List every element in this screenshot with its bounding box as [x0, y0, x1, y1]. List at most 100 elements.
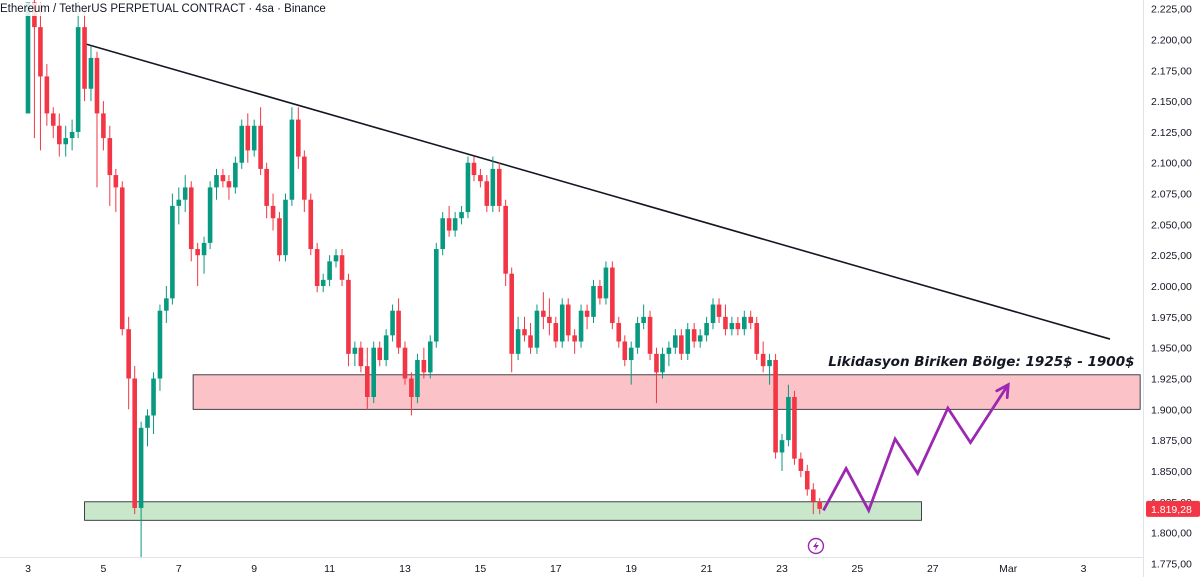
candle-body [471, 162, 477, 176]
candle-body [798, 458, 804, 471]
candle-body [810, 489, 816, 502]
candle [88, 45, 94, 102]
candle [742, 310, 747, 336]
candle-body [804, 470, 810, 490]
candle [396, 298, 401, 354]
candle-body [314, 249, 320, 287]
candle [465, 156, 471, 219]
y-tick-label: 2.100,00 [1151, 158, 1192, 170]
candle [308, 193, 314, 256]
event-marker-layer [807, 537, 825, 555]
candle [25, 2, 31, 114]
candle-body [559, 304, 565, 342]
candle [239, 119, 245, 169]
candle-body [452, 218, 458, 231]
last-price-label: 1.819,28 [1151, 504, 1192, 516]
candle [264, 162, 269, 219]
candle-body [82, 27, 87, 89]
candle [365, 347, 370, 410]
candle [233, 156, 238, 194]
candle-body [735, 323, 741, 330]
candle-body [50, 113, 56, 126]
candle-body [496, 168, 502, 206]
candle-body [478, 175, 483, 182]
y-tick-label: 1.800,00 [1151, 528, 1192, 540]
candle-body [597, 286, 603, 299]
candle [320, 273, 326, 293]
candle [779, 433, 785, 471]
candle [302, 150, 307, 213]
candle-body [673, 335, 678, 348]
candle-body [679, 335, 684, 354]
liquidity-zone-rect [192, 374, 1141, 410]
candles-layer [25, 0, 822, 557]
x-tick-label: 25 [852, 563, 864, 575]
candle [446, 205, 452, 237]
candle-body [490, 168, 496, 206]
x-tick-label: Mar [999, 563, 1018, 575]
x-tick-label: 3 [25, 563, 31, 575]
candle [226, 175, 232, 200]
candle [603, 261, 609, 305]
candle [258, 107, 263, 176]
price-scale-border [1143, 0, 1144, 577]
candle-body [515, 329, 521, 354]
candle [188, 181, 194, 262]
candle-body [591, 286, 596, 317]
candle [50, 107, 56, 139]
candle-body [716, 304, 722, 317]
candle [798, 452, 804, 478]
candle [704, 316, 709, 342]
candle-body [327, 261, 332, 280]
x-tick-label: 3 [1081, 563, 1087, 575]
candle [358, 341, 364, 373]
candle-body [44, 76, 50, 114]
candle [786, 384, 791, 447]
candle-body [214, 175, 219, 188]
candle-body [654, 353, 659, 373]
time-scale[interactable]: 3 5 7 9 11 13 15 17 19 21 23 25 27 Mar 3 [25, 563, 1087, 575]
candle-body [603, 267, 609, 299]
candle [541, 292, 546, 330]
candle-body [176, 199, 182, 206]
projection-layer [822, 382, 1010, 514]
chart-title: Ethereum / TetherUS PERPETUAL CONTRACT ·… [0, 3, 330, 16]
candle-body [138, 427, 144, 508]
candle [82, 8, 87, 102]
candle-body [685, 329, 691, 354]
candle-body [377, 347, 383, 361]
candle [666, 341, 672, 367]
candle-body [145, 415, 150, 428]
candle-body [610, 267, 615, 324]
price-scale[interactable]: 1.775,001.800,001.825,001.850,001.875,00… [1146, 4, 1200, 571]
candle-body [239, 125, 245, 163]
candle [735, 316, 741, 336]
candle [339, 249, 345, 287]
candle [427, 335, 433, 379]
candle [182, 175, 188, 213]
candle [69, 119, 75, 151]
candle-body [352, 347, 358, 354]
candle-body [584, 310, 590, 317]
candle-body [760, 353, 766, 367]
candle [145, 409, 150, 447]
candle [459, 205, 464, 225]
candle [628, 341, 634, 385]
y-tick-label: 2.025,00 [1151, 250, 1192, 262]
candle [101, 101, 106, 151]
candle [277, 212, 282, 262]
candle [647, 310, 653, 361]
candle [289, 107, 295, 206]
x-tick-label: 5 [100, 563, 106, 575]
candle-body [226, 181, 232, 188]
candle-body [641, 316, 646, 324]
candle [810, 483, 816, 515]
candle-body [233, 162, 238, 188]
candle [390, 304, 395, 342]
candle [610, 261, 615, 330]
candle [597, 279, 603, 305]
candle [792, 390, 797, 465]
candle [691, 323, 697, 348]
